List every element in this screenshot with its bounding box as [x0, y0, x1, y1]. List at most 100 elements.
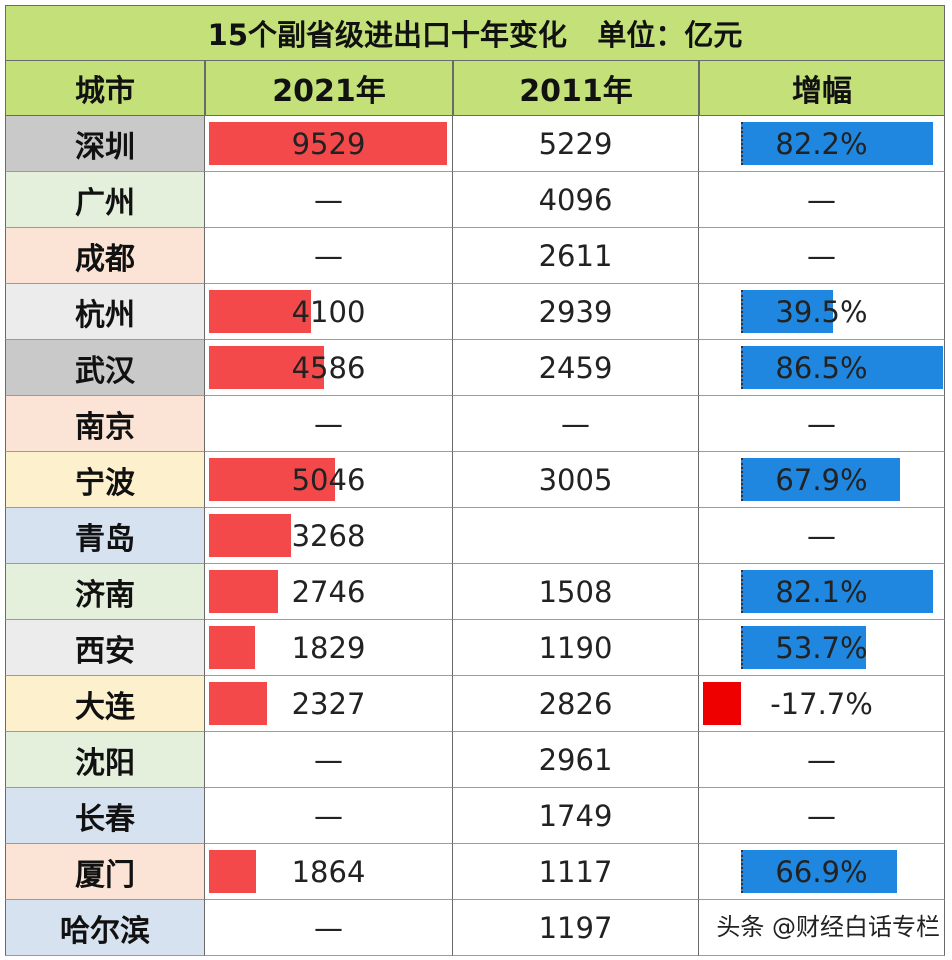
bar-growth: [741, 122, 933, 165]
table-row: 青岛 3268 —: [5, 508, 945, 564]
header-2011: 2011年: [453, 61, 699, 116]
growth-cell: 66.9%: [699, 844, 945, 900]
table-row: 济南 2746 1508 82.1%: [5, 564, 945, 620]
city-cell: 沈阳: [5, 732, 205, 788]
city-cell: 哈尔滨: [5, 900, 205, 956]
value-2021: 3268: [291, 518, 366, 553]
table-row: 沈阳 — 2961 —: [5, 732, 945, 788]
data-table: 15个副省级进出口十年变化 单位：亿元 城市 2021年 2011年 增幅 深圳…: [5, 5, 945, 956]
growth-cell: -17.7%: [699, 676, 945, 732]
growth-cell: 82.2%: [699, 116, 945, 172]
value-2011-cell: —: [453, 396, 699, 452]
bar-2021: [209, 626, 255, 669]
value-2011: 1117: [538, 854, 613, 889]
bar-2021: [209, 346, 324, 389]
bar-growth: [741, 290, 833, 333]
value-2011: 3005: [538, 462, 613, 497]
value-2011-cell: 2611: [453, 228, 699, 284]
growth-value: —: [807, 406, 836, 441]
bar-2021: [209, 290, 311, 333]
growth-value: 66.9%: [775, 854, 868, 889]
header-city: 城市: [5, 61, 205, 116]
value-2021-cell: —: [205, 228, 453, 284]
city-cell: 成都: [5, 228, 205, 284]
growth-value: 82.1%: [775, 574, 868, 609]
value-2021: 1829: [291, 630, 366, 665]
value-2011: —: [561, 406, 590, 441]
value-2021: —: [314, 798, 343, 833]
value-2021: 4100: [291, 294, 366, 329]
value-2021-cell: 5046: [205, 452, 453, 508]
growth-value: 86.5%: [775, 350, 868, 385]
value-2011-cell: 3005: [453, 452, 699, 508]
value-2021: —: [314, 406, 343, 441]
value-2021-cell: 9529: [205, 116, 453, 172]
growth-cell: —: [699, 732, 945, 788]
growth-cell: —: [699, 172, 945, 228]
header-row: 城市 2021年 2011年 增幅: [5, 61, 945, 116]
value-2021-cell: 4586: [205, 340, 453, 396]
value-2011: 2961: [538, 742, 613, 777]
bar-2021: [209, 514, 291, 557]
value-2011: 1197: [538, 910, 613, 945]
bar-growth: [741, 346, 943, 389]
growth-value: —: [807, 518, 836, 553]
growth-cell: 53.7%: [699, 620, 945, 676]
value-2011: 5229: [538, 126, 613, 161]
header-2021: 2021年: [205, 61, 453, 116]
value-2021: 1864: [291, 854, 366, 889]
growth-cell: 39.5%: [699, 284, 945, 340]
city-cell: 深圳: [5, 116, 205, 172]
value-2011: 2459: [538, 350, 613, 385]
city-cell: 宁波: [5, 452, 205, 508]
growth-value: -17.7%: [770, 686, 873, 721]
bar-2021: [209, 682, 267, 725]
bar-growth: [741, 458, 900, 501]
value-2011-cell: 4096: [453, 172, 699, 228]
value-2011-cell: 2826: [453, 676, 699, 732]
header-growth: 增幅: [699, 61, 945, 116]
bar-2021: [209, 458, 335, 501]
value-2011-cell: 1117: [453, 844, 699, 900]
city-cell: 厦门: [5, 844, 205, 900]
bar-2021: [209, 850, 256, 893]
table-body: 深圳 9529 5229 82.2% 广州 — 4096 — 成都 — 2611 — 杭州 4100 293…: [5, 116, 945, 956]
bar-growth: [703, 682, 741, 725]
value-2021-cell: —: [205, 732, 453, 788]
value-2011-cell: 5229: [453, 116, 699, 172]
table-row: 杭州 4100 2939 39.5%: [5, 284, 945, 340]
table-row: 长春 — 1749 —: [5, 788, 945, 844]
table-row: 武汉 4586 2459 86.5%: [5, 340, 945, 396]
value-2011-cell: [453, 508, 699, 564]
value-2011: 4096: [538, 182, 613, 217]
city-cell: 广州: [5, 172, 205, 228]
value-2021: —: [314, 182, 343, 217]
value-2021: 4586: [291, 350, 366, 385]
value-2021-cell: 1829: [205, 620, 453, 676]
value-2021-cell: —: [205, 172, 453, 228]
value-2021: 2746: [291, 574, 366, 609]
table-row: 厦门 1864 1117 66.9%: [5, 844, 945, 900]
table-title: 15个副省级进出口十年变化 单位：亿元: [5, 5, 945, 61]
city-cell: 济南: [5, 564, 205, 620]
value-2021: 2327: [291, 686, 366, 721]
growth-value: —: [807, 742, 836, 777]
value-2021-cell: 1864: [205, 844, 453, 900]
growth-cell: —: [699, 396, 945, 452]
value-2021-cell: 4100: [205, 284, 453, 340]
table-row: 南京 — — —: [5, 396, 945, 452]
city-cell: 西安: [5, 620, 205, 676]
value-2021-cell: 3268: [205, 508, 453, 564]
growth-cell: —: [699, 508, 945, 564]
growth-cell: [699, 900, 945, 956]
growth-cell: 67.9%: [699, 452, 945, 508]
bar-2021: [209, 570, 278, 613]
value-2021-cell: —: [205, 788, 453, 844]
table-row: 西安 1829 1190 53.7%: [5, 620, 945, 676]
bar-2021: [209, 122, 447, 165]
value-2011-cell: 2459: [453, 340, 699, 396]
value-2011: 1190: [538, 630, 613, 665]
growth-value: 39.5%: [775, 294, 868, 329]
bar-growth: [741, 626, 866, 669]
city-cell: 南京: [5, 396, 205, 452]
